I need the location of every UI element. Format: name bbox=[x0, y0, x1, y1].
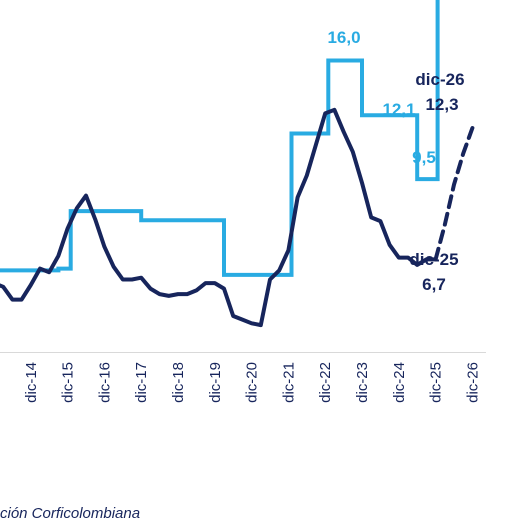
x-tick-label: dic-24 bbox=[391, 362, 408, 403]
x-tick-label: dic-15 bbox=[60, 362, 77, 403]
data-label: 12,1 bbox=[382, 100, 415, 119]
x-tick-label: dic-22 bbox=[317, 362, 334, 403]
x-tick-label: dic-25 bbox=[428, 362, 445, 403]
x-tick-label: dic-19 bbox=[207, 362, 224, 403]
data-label: 6,7 bbox=[422, 275, 446, 294]
data-label: 12,3 bbox=[425, 95, 458, 114]
source-note: ción Corficolombiana bbox=[0, 505, 141, 522]
data-label: 9,5 bbox=[412, 148, 436, 167]
x-tick-label: dic-26 bbox=[464, 362, 481, 403]
x-tick-label: dic-20 bbox=[244, 362, 261, 403]
series-inflation-line bbox=[0, 107, 438, 328]
x-tick-label: dic-23 bbox=[354, 362, 371, 403]
series-policy-rate-line bbox=[0, 0, 440, 277]
series-inflation-forecast-line bbox=[433, 126, 475, 262]
x-tick-label: dic-21 bbox=[280, 362, 297, 403]
x-tick-label: dic-13 bbox=[0, 362, 3, 403]
x-tick-label: dic-16 bbox=[96, 362, 113, 403]
data-label: 16,0 bbox=[327, 28, 360, 47]
x-tick-label: dic-18 bbox=[170, 362, 187, 403]
data-label: dic-26 bbox=[415, 70, 464, 89]
x-tick-label: dic-14 bbox=[23, 362, 40, 403]
x-tick-label: dic-17 bbox=[133, 362, 150, 403]
data-label: dic-25 bbox=[409, 250, 458, 269]
